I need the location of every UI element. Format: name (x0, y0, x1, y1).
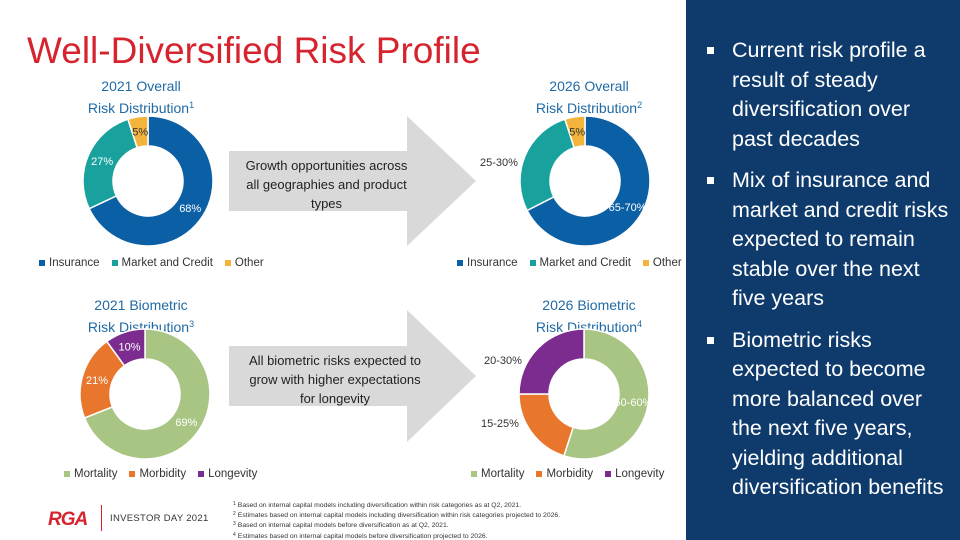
legend-2021-biometric: Mortality Morbidity Longevity (64, 466, 269, 482)
legend-entry-morbidity: Morbidity (536, 468, 593, 480)
legend-2026-overall: Insurance Market and Credit Other (457, 255, 694, 271)
legend-swatch (64, 471, 70, 477)
legend-swatch (529, 260, 536, 266)
arrow-text-bottom: All biometric risks expected to grow wit… (249, 353, 421, 406)
slice-label-other: 5% (132, 127, 148, 139)
square-bullet-icon (707, 47, 714, 54)
growth-arrow-bottom: All biometric risks expected to grow wit… (229, 310, 476, 442)
arrow-shape (229, 310, 476, 442)
donut-chart-2021-overall: 68% 27% 5% (82, 115, 214, 247)
sidebar-panel (686, 0, 960, 540)
chart-title-2021-overall: 2021 Overall Risk Distribution1 (87, 78, 195, 116)
slice-label-mortality: 69% (175, 417, 197, 429)
chart-title-2026-biometric: 2026 Biometric Risk Distribution4 (535, 297, 643, 335)
legend-swatch (198, 471, 205, 477)
legend-entry-other: Other (224, 257, 264, 269)
square-bullet-icon (707, 336, 714, 344)
legend-label: Insurance (49, 257, 100, 269)
legend-label: Mortality (74, 468, 118, 480)
footnote: 4 Estimates based on internal capital mod… (233, 531, 488, 540)
slice-label-2026-market-credit: 25-30% (480, 157, 518, 169)
bullet-item: Mix of insurance and market and credit r… (707, 166, 952, 314)
slice-label-other: 5% (569, 127, 585, 139)
legend-label: Longevity (208, 468, 258, 480)
legend-2026-biometric: Mortality Morbidity Longevity (471, 466, 676, 482)
donut-slice-mortality (83, 328, 211, 460)
legend-swatch (605, 471, 612, 477)
donut-slice-market-and-credit (519, 118, 576, 212)
footnote: 3 Based on internal capital models before… (233, 521, 449, 530)
legend-swatch (129, 471, 136, 477)
slice-label-insurance: 65-70% (609, 202, 647, 214)
donut-slice-insurance (526, 115, 651, 247)
event-label: INVESTOR DAY 2021 (110, 513, 209, 524)
arrow-text-top: Growth opportunities across all geograph… (245, 158, 408, 211)
legend-swatch (471, 471, 477, 477)
bullet-list: Current risk profile a result of steady … (707, 36, 952, 515)
bullet-item: Biometric risks expected to become more … (707, 326, 952, 503)
slice-label-2026-morbidity: 15-25% (481, 418, 519, 430)
legend-label: Other (234, 257, 264, 269)
legend-label: Longevity (615, 468, 665, 480)
footnote: 2 Estimates based on internal capital mod… (233, 511, 561, 520)
donut-slice-other (563, 115, 586, 149)
donut-chart-2021-biometric: 69% 21% 10% (79, 328, 211, 460)
legend-entry-market-and-credit: Market and Credit (529, 257, 631, 269)
chart-title-2026-overall: 2026 Overall Risk Distribution2 (535, 78, 643, 116)
slice-label-longevity: 10% (119, 341, 141, 353)
legend-entry-longevity: Longevity (198, 468, 257, 480)
legend-entry-insurance: Insurance (457, 257, 518, 269)
donut-chart-2026-overall: 65-70% 5% (519, 115, 651, 247)
donut-slice-other (126, 115, 149, 149)
legend-entry-morbidity: Morbidity (129, 468, 186, 480)
legend-entry-other: Other (642, 257, 682, 269)
rga-logo: RGA (48, 509, 88, 530)
slice-label-morbidity: 21% (86, 375, 108, 387)
arrow-shape (229, 116, 476, 246)
donut-slice-mortality (562, 328, 650, 460)
bullet-item: Current risk profile a result of steady … (707, 36, 952, 154)
legend-swatch (39, 260, 45, 266)
footnote: 1 Based on internal capital models includ… (233, 501, 522, 509)
footnotes: 1 Based on internal capital models includ… (233, 500, 560, 540)
donut-slice-longevity (518, 328, 585, 395)
legend-label: Market and Credit (539, 257, 631, 269)
legend-swatch (642, 260, 649, 266)
legend-label: Morbidity (139, 468, 187, 480)
slice-label-market-and-credit: 27% (91, 156, 113, 168)
donut-slice-insurance (88, 115, 214, 247)
legend-swatch (457, 260, 463, 266)
legend-label: Insurance (467, 257, 518, 269)
legend-entry-market-and-credit: Market and Credit (111, 257, 213, 269)
legend-label: Morbidity (546, 468, 594, 480)
chart-title-2021-biometric: 2021 Biometric Risk Distribution3 (87, 297, 195, 335)
legend-label: Other (652, 257, 682, 269)
legend-entry-insurance: Insurance (39, 257, 100, 269)
legend-entry-mortality: Mortality (64, 468, 117, 480)
slice-label-2026-longevity: 20-30% (484, 355, 522, 367)
square-bullet-icon (707, 177, 714, 184)
legend-label: Market and Credit (121, 257, 213, 269)
logo-divider (101, 505, 102, 531)
legend-swatch (111, 260, 118, 266)
legend-swatch (536, 471, 543, 477)
growth-arrow-top: Growth opportunities across all geograph… (229, 116, 476, 246)
slice-label-insurance: 68% (179, 203, 201, 215)
page-title: Well-Diversified Risk Profile (27, 30, 481, 71)
donut-chart-2026-biometric: 50-60% (518, 328, 653, 460)
donut-slice-morbidity (518, 393, 575, 457)
legend-entry-longevity: Longevity (605, 468, 664, 480)
legend-label: Mortality (481, 468, 525, 480)
legend-swatch (224, 260, 231, 266)
legend-2021-overall: Insurance Market and Credit Other (39, 255, 276, 271)
legend-entry-mortality: Mortality (471, 468, 524, 480)
slice-label-mortality: 50-60% (614, 397, 652, 409)
donut-slice-longevity (105, 328, 146, 367)
